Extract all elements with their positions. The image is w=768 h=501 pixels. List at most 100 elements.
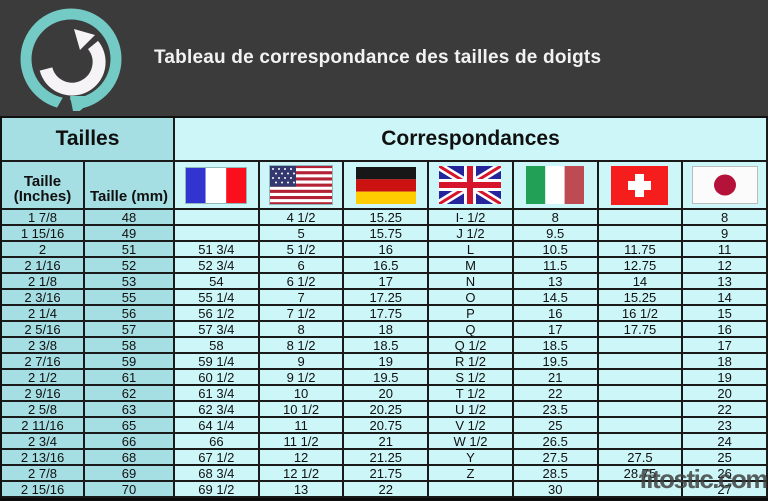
table-cell: 64 1/4 [175, 418, 260, 434]
table-cell: 23.5 [513, 402, 599, 418]
table-cell: 8 [683, 210, 768, 226]
table-cell: 19.5 [513, 354, 599, 370]
table-cell [175, 210, 260, 226]
table-cell: 19 [683, 370, 768, 386]
table-cell: 25 [683, 450, 768, 466]
table-cell: 25 [513, 418, 599, 434]
table-cell [598, 338, 684, 354]
japan-flag-icon [691, 166, 758, 204]
table-cell: 1 15/16 [2, 226, 85, 242]
table-cell: 2 1/8 [2, 274, 85, 290]
germany-flag-icon [355, 166, 416, 204]
table-cell: 10 [259, 386, 345, 402]
table-cell: 2 1/16 [2, 258, 85, 274]
table-cell: T 1/2 [429, 386, 514, 402]
table-cell: 26.5 [513, 434, 599, 450]
table-cell: 2 3/16 [2, 290, 85, 306]
table-cell: 17.25 [344, 290, 430, 306]
correspondances-group-header: Correspondances [175, 118, 768, 162]
table-cell: 62 3/4 [175, 402, 260, 418]
table-cell: 27.5 [598, 450, 684, 466]
table-cell: 11 [259, 418, 345, 434]
table-cell: 12 [259, 450, 345, 466]
table-cell: 24 [683, 434, 768, 450]
table-cell: 22 [344, 482, 430, 498]
table-cell: 18 [344, 322, 430, 338]
table-cell: 1 7/8 [2, 210, 85, 226]
col-header-flag-japan [683, 162, 768, 210]
table-cell: 69 [85, 466, 175, 482]
table-cell: 51 3/4 [175, 242, 260, 258]
table-cell: 20.25 [344, 402, 430, 418]
table-cell: 20.75 [344, 418, 430, 434]
table-cell: 13 [259, 482, 345, 498]
table-cell [175, 226, 260, 242]
table-cell: 17 [513, 322, 599, 338]
table-cell: Q 1/2 [429, 338, 514, 354]
table-cell: 12 1/2 [259, 466, 345, 482]
table-cell: 17 [344, 274, 430, 290]
usa-flag-icon [269, 165, 334, 205]
table-cell: 2 [2, 242, 85, 258]
uk-flag-icon [439, 166, 502, 204]
table-cell: 19 [344, 354, 430, 370]
table-cell: 14 [598, 274, 684, 290]
table-cell: Q [429, 322, 514, 338]
table-cell: 28.75 [598, 466, 684, 482]
col-header-taille-inches: Taille (Inches) [2, 162, 85, 210]
col-header-flag-uk [429, 162, 514, 210]
table-cell: 18 [683, 354, 768, 370]
table-cell: O [429, 290, 514, 306]
table-cell: 14 [683, 290, 768, 306]
table-cell: 70 [85, 482, 175, 498]
table-cell: 17 [683, 338, 768, 354]
table-cell: 68 3/4 [175, 466, 260, 482]
table-cell: 23 [683, 418, 768, 434]
table-cell: 13 [683, 274, 768, 290]
table-cell: 20 [683, 386, 768, 402]
table-cell: 49 [85, 226, 175, 242]
table-cell: 55 [85, 290, 175, 306]
table-cell: Z [429, 466, 514, 482]
table-cell: 57 [85, 322, 175, 338]
table-cell: 26 [683, 466, 768, 482]
table-cell: 14.5 [513, 290, 599, 306]
table-cell: 12.75 [598, 258, 684, 274]
table-cell: 15.25 [598, 290, 684, 306]
table-cell: V 1/2 [429, 418, 514, 434]
table-cell: 2 13/16 [2, 450, 85, 466]
table-cell [598, 226, 684, 242]
col-header-flag-italy [513, 162, 599, 210]
table-cell: 10.5 [513, 242, 599, 258]
table-cell: 59 1/4 [175, 354, 260, 370]
table-cell: 66 [175, 434, 260, 450]
table-cell: 58 [85, 338, 175, 354]
table-cell: 5 1/2 [259, 242, 345, 258]
table-cell: 13 [513, 274, 599, 290]
col-header-flag-germany [344, 162, 430, 210]
table-cell: 7 1/2 [259, 306, 345, 322]
table-cell: 54 [175, 274, 260, 290]
table-cell: 61 [85, 370, 175, 386]
table-cell: 56 [85, 306, 175, 322]
page-header: Tableau de correspondance des tailles de… [0, 0, 768, 116]
table-cell: 68 [85, 450, 175, 466]
table-cell: 2 9/16 [2, 386, 85, 402]
size-correspondence-table: Tailles Correspondances Taille (Inches) … [0, 116, 768, 501]
tailles-group-header: Tailles [2, 118, 175, 162]
table-cell: 52 [85, 258, 175, 274]
table-cell: 57 3/4 [175, 322, 260, 338]
table-cell: 2 7/16 [2, 354, 85, 370]
table-cell: 19.5 [344, 370, 430, 386]
table-cell: 16 [683, 322, 768, 338]
table-cell: 4 1/2 [259, 210, 345, 226]
table-cell: 15.75 [344, 226, 430, 242]
table-cell: 22 [513, 386, 599, 402]
table-cell: 63 [85, 402, 175, 418]
switzerland-flag-icon [611, 165, 669, 205]
table-cell: 48 [85, 210, 175, 226]
table-cell: 2 11/16 [2, 418, 85, 434]
table-cell: Y [429, 450, 514, 466]
table-cell: 2 5/8 [2, 402, 85, 418]
table-cell: 11 1/2 [259, 434, 345, 450]
